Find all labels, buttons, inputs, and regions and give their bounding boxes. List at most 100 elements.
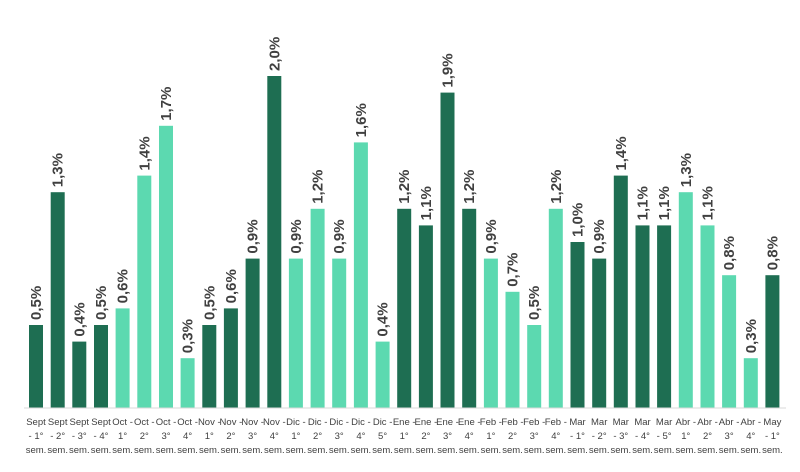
value-label: 1,9% — [440, 53, 457, 87]
bar — [223, 308, 238, 408]
value-label: 1,4% — [136, 136, 153, 170]
value-label: 1,3% — [678, 153, 695, 187]
x-tick-label: Ene -2° sem. — [415, 417, 438, 456]
x-tick-label: Abr -4° sem. — [741, 417, 762, 456]
value-label: 1,4% — [613, 136, 630, 170]
value-label: 0,6% — [115, 269, 132, 303]
bar — [50, 192, 65, 408]
x-axis-labels-group: Sept - 1° sem.Sept - 2° sem.Sept - 3° sem.Sept… — [26, 417, 783, 456]
value-label: 0,4% — [71, 302, 88, 336]
x-tick-label: Ene -1° sem. — [393, 417, 416, 456]
value-label: 0,9% — [245, 219, 262, 253]
bar — [72, 341, 87, 408]
value-label: 1,2% — [396, 170, 413, 204]
bar — [332, 258, 347, 408]
value-label: 1,2% — [548, 170, 565, 204]
bar — [483, 258, 498, 408]
value-label: 0,9% — [288, 219, 305, 253]
bar — [527, 325, 542, 408]
x-tick-label: Dic -1° sem. — [286, 417, 307, 456]
bar — [375, 341, 390, 408]
bars-group — [29, 76, 780, 409]
x-tick-label: Dic -4° sem. — [351, 417, 372, 456]
x-tick-label: Nov -2° sem. — [220, 417, 243, 456]
value-label: 1,1% — [656, 186, 673, 220]
x-tick-label: Feb -4° sem. — [545, 417, 567, 456]
x-tick-label: Sept - 4° sem. — [91, 417, 112, 456]
value-label: 0,8% — [764, 236, 781, 270]
bar — [115, 308, 130, 408]
x-tick-label: Sept - 2° sem. — [47, 417, 68, 456]
bar — [397, 208, 412, 408]
value-label: 0,9% — [591, 219, 608, 253]
bar — [592, 258, 607, 408]
bar — [743, 358, 758, 408]
x-tick-label: Dic -2° sem. — [307, 417, 328, 456]
value-label: 1,6% — [353, 103, 370, 137]
bar — [180, 358, 195, 408]
x-tick-label: Oct -3° sem. — [156, 417, 177, 456]
x-tick-label: Ene -4° sem. — [458, 417, 481, 456]
value-label: 1,1% — [418, 186, 435, 220]
x-tick-label: Nov -4° sem. — [263, 417, 286, 456]
bar — [700, 225, 715, 408]
bar — [94, 325, 108, 408]
bar — [245, 258, 260, 408]
bar — [657, 225, 672, 408]
bar — [159, 125, 173, 409]
value-label: 0,9% — [483, 219, 500, 253]
value-label: 0,5% — [201, 286, 218, 320]
bar — [353, 142, 368, 408]
x-tick-label: Mar - 2° sem. — [589, 417, 610, 456]
x-tick-label: Nov -1° sem. — [198, 417, 221, 456]
value-label: 0,5% — [526, 286, 543, 320]
x-tick-label: Oct -2° sem. — [134, 417, 155, 456]
x-tick-label: Abr -1° sem. — [676, 417, 697, 456]
bar — [722, 275, 737, 408]
bar — [462, 208, 477, 408]
bar — [202, 325, 217, 408]
x-tick-label: Mar - 4° sem. — [632, 417, 653, 456]
value-label: 1,2% — [461, 170, 478, 204]
value-label: 0,8% — [721, 236, 738, 270]
value-label: 1,7% — [158, 87, 175, 121]
value-labels-group: 0,5%1,3%0,4% 0,5% 0,6%1,4%1,7%0,3%0,5% 0,6%… — [28, 37, 781, 353]
value-label: 1,1% — [700, 186, 717, 220]
bar — [29, 325, 43, 408]
bar — [440, 92, 455, 408]
bar — [310, 208, 325, 408]
x-tick-label: May - 1° sem. — [762, 417, 783, 456]
bar — [267, 76, 282, 408]
value-label: 0,6% — [223, 269, 240, 303]
x-tick-label: Feb -1° sem. — [480, 417, 502, 456]
bar — [548, 208, 563, 408]
bar — [613, 175, 628, 408]
x-tick-label: Dic -3° sem. — [329, 417, 350, 456]
x-tick-label: Mar - 3° sem. — [611, 417, 632, 456]
bar — [418, 225, 433, 408]
bar — [570, 242, 585, 408]
bar — [505, 291, 520, 408]
x-tick-label: Nov -3° sem. — [241, 417, 264, 456]
x-tick-label: Feb -2° sem. — [501, 417, 523, 456]
bar — [678, 192, 693, 408]
value-label: 0,5% — [93, 286, 110, 320]
value-label: 0,4% — [375, 302, 392, 336]
bar — [635, 225, 650, 408]
x-tick-label: Oct -4° sem. — [177, 417, 198, 456]
bar — [765, 275, 780, 408]
x-tick-label: Abr -2° sem. — [697, 417, 718, 456]
bar — [288, 258, 303, 408]
x-tick-label: Oct -1° sem. — [112, 417, 133, 456]
value-label: 1,0% — [570, 203, 587, 237]
x-tick-label: Sept - 1° sem. — [26, 417, 47, 456]
value-label: 1,3% — [50, 153, 67, 187]
x-tick-label: Abr -3° sem. — [719, 417, 740, 456]
x-tick-label: Sept - 3° sem. — [69, 417, 90, 456]
value-label: 1,2% — [310, 170, 327, 204]
value-label: 2,0% — [266, 37, 283, 71]
x-tick-label: Feb -3° sem. — [523, 417, 545, 456]
value-label: 0,7% — [505, 253, 522, 287]
value-label: 0,9% — [331, 219, 348, 253]
bar — [137, 175, 152, 408]
